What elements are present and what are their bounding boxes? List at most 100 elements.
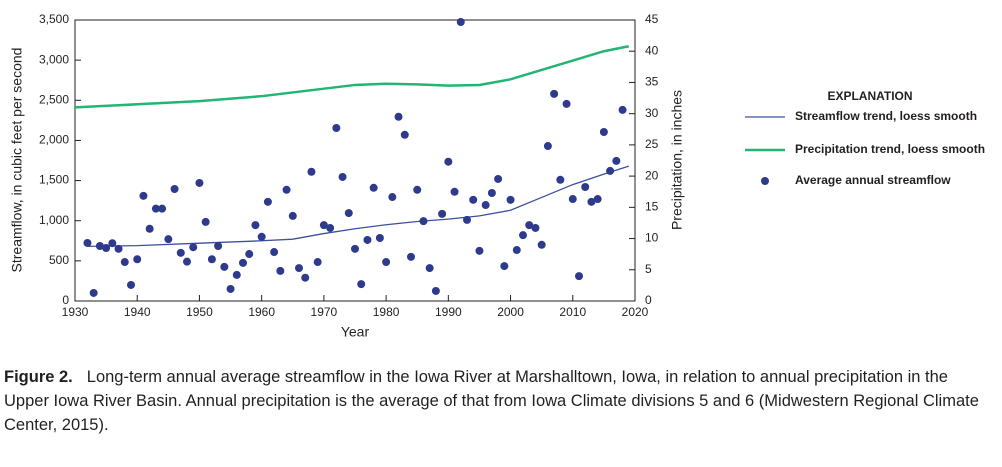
x-tick-label: 1960: [248, 305, 275, 319]
data-point: [120, 258, 129, 267]
y-tick-label: 3,000: [39, 52, 69, 66]
data-point: [413, 185, 422, 194]
y2-tick-label: 40: [645, 43, 659, 57]
x-tick-label: 1940: [124, 305, 151, 319]
data-point: [375, 233, 384, 242]
data-point: [270, 248, 279, 257]
data-point: [183, 257, 191, 266]
x-tick-label: 2020: [622, 305, 649, 319]
data-point: [469, 195, 478, 204]
y2-tick-label: 5: [645, 262, 652, 276]
data-point: [164, 235, 173, 244]
y2-tick-label: 35: [645, 75, 659, 89]
data-point: [207, 255, 216, 264]
data-point: [463, 215, 471, 224]
data-point: [512, 246, 521, 255]
y-tick-label: 1,500: [39, 173, 69, 187]
data-point: [425, 264, 434, 273]
data-point: [307, 167, 316, 176]
data-point: [568, 195, 577, 204]
data-point: [481, 201, 490, 210]
data-point: [581, 182, 590, 191]
data-point: [537, 240, 546, 249]
data-point: [357, 280, 366, 289]
data-point: [295, 264, 303, 273]
data-point: [89, 288, 98, 297]
data-point: [450, 187, 459, 196]
data-point: [531, 223, 540, 232]
data-point: [487, 189, 496, 198]
data-point: [139, 191, 148, 200]
data-point: [550, 89, 559, 98]
caption: Figure 2. Long-term annual average stream…: [4, 365, 994, 437]
data-point: [599, 127, 608, 136]
data-point: [506, 195, 515, 204]
x-tick-label: 1990: [435, 305, 462, 319]
data-point: [257, 232, 266, 241]
data-point: [195, 178, 204, 187]
x-tick-label: 1980: [373, 305, 400, 319]
data-point: [407, 252, 415, 261]
data-point: [145, 224, 154, 233]
data-point: [519, 231, 527, 240]
data-point: [313, 258, 322, 267]
x-tick-label: 1970: [311, 305, 338, 319]
data-point: [494, 174, 503, 183]
data-point: [263, 197, 272, 206]
trend-line: [74, 45, 630, 109]
data-point: [102, 244, 111, 253]
data-point: [319, 221, 328, 230]
y2-tick-label: 25: [645, 137, 659, 151]
legend-label: Streamflow trend, loess smooth: [795, 109, 977, 123]
y-axis-label: Streamflow, in cubic feet per second: [9, 48, 25, 273]
data-point: [332, 123, 341, 132]
data-point: [500, 262, 509, 271]
data-point: [133, 255, 142, 264]
y2-tick-label: 15: [645, 200, 659, 214]
data-point: [288, 211, 297, 220]
data-point: [400, 130, 409, 139]
y2-tick-label: 20: [645, 168, 659, 182]
legend-label: Average annual streamflow: [795, 173, 951, 187]
y2-axis-label: Precipitation, in inches: [669, 90, 685, 230]
data-point: [363, 235, 372, 244]
caption-label: Figure 2.: [4, 368, 73, 386]
data-point: [158, 204, 167, 213]
data-point: [388, 193, 397, 202]
data-point: [438, 209, 447, 218]
chart: Year Streamflow, in cubic feet per secon…: [9, 12, 985, 340]
x-tick-label: 1930: [62, 305, 89, 319]
data-point: [251, 221, 260, 230]
data-point: [562, 99, 571, 108]
y-tick-label: 2,000: [39, 133, 69, 147]
data-point: [108, 239, 117, 248]
data-point: [612, 156, 621, 165]
y-tick-label: 2,500: [39, 92, 69, 106]
y-tick-label: 1,000: [39, 213, 69, 227]
data-point: [575, 272, 583, 281]
legend-swatch: [761, 177, 769, 185]
data-point: [556, 175, 565, 184]
data-point: [127, 280, 135, 289]
data-point: [525, 221, 534, 230]
data-point: [606, 166, 615, 175]
data-point: [444, 157, 453, 166]
data-point: [201, 217, 210, 226]
data-point: [282, 185, 291, 194]
trend-line: [87, 165, 629, 248]
data-point: [245, 250, 254, 259]
x-axis-label: Year: [341, 324, 370, 340]
data-point: [475, 246, 484, 255]
y-tick-label: 3,500: [39, 12, 69, 26]
y2-tick-label: 0: [645, 293, 652, 307]
data-point: [344, 209, 353, 218]
y2-tick-label: 30: [645, 106, 659, 120]
data-point: [351, 244, 359, 253]
y-tick-label: 0: [62, 293, 69, 307]
data-point: [382, 258, 391, 267]
data-point: [543, 142, 552, 151]
data-point: [226, 284, 235, 293]
data-point: [151, 204, 160, 213]
data-point: [276, 266, 285, 275]
data-point: [301, 273, 310, 282]
